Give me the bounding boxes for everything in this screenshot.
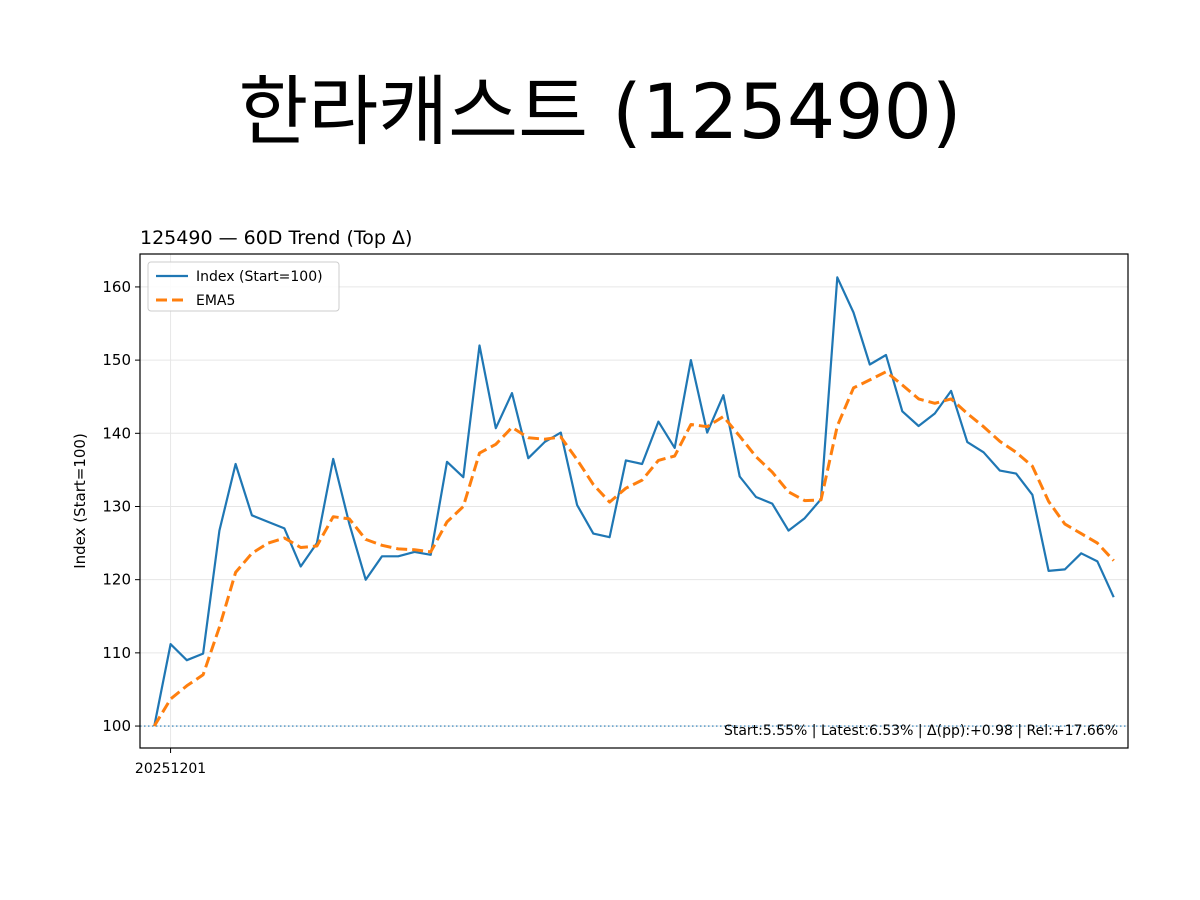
y-tick-label: 130: [102, 497, 131, 515]
series-layer: [153, 276, 1115, 727]
y-tick-label: 100: [102, 717, 131, 735]
index-series-line: [153, 276, 1115, 727]
grid-lines: [140, 254, 1128, 748]
stats-annotation: Start:5.55% | Latest:6.53% | Δ(pp):+0.98…: [724, 723, 1118, 739]
y-tick-label: 120: [102, 571, 131, 589]
y-tick-label: 140: [102, 424, 131, 442]
chart-title: 125490 — 60D Trend (Top Δ): [140, 227, 412, 249]
y-tick-label: 160: [102, 278, 131, 296]
legend-label: Index (Start=100): [196, 269, 323, 285]
legend-label: EMA5: [196, 293, 235, 309]
axis-layer: 100 110 120 130 140 150 160 20251201: [102, 278, 206, 777]
ema5-series-line: [153, 370, 1115, 727]
legend-box: [147, 261, 340, 312]
page-title: 한라캐스트 (125490): [238, 67, 962, 156]
y-tick-label: 110: [102, 644, 131, 662]
x-tick-label: 20251201: [135, 761, 206, 777]
legend: Index (Start=100) EMA5: [147, 261, 340, 312]
y-axis-label: Index (Start=100): [71, 433, 89, 569]
plot-frame: [139, 253, 1129, 749]
y-tick-label: 150: [102, 351, 131, 369]
